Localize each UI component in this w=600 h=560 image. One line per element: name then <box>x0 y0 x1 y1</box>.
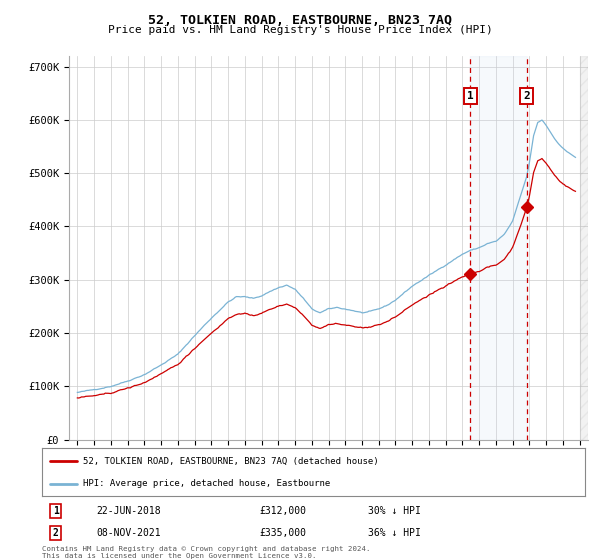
Text: 30% ↓ HPI: 30% ↓ HPI <box>368 506 421 516</box>
Text: 52, TOLKIEN ROAD, EASTBOURNE, BN23 7AQ: 52, TOLKIEN ROAD, EASTBOURNE, BN23 7AQ <box>148 14 452 27</box>
Text: Price paid vs. HM Land Registry's House Price Index (HPI): Price paid vs. HM Land Registry's House … <box>107 25 493 35</box>
Text: 52, TOLKIEN ROAD, EASTBOURNE, BN23 7AQ (detached house): 52, TOLKIEN ROAD, EASTBOURNE, BN23 7AQ (… <box>83 457 379 466</box>
Text: 36% ↓ HPI: 36% ↓ HPI <box>368 528 421 538</box>
Text: 2: 2 <box>524 91 530 101</box>
Text: £335,000: £335,000 <box>259 528 306 538</box>
Text: 1: 1 <box>467 91 473 101</box>
Text: 2: 2 <box>53 528 59 538</box>
Text: £312,000: £312,000 <box>259 506 306 516</box>
Bar <box>580 56 588 440</box>
Bar <box>470 56 527 440</box>
Text: HPI: Average price, detached house, Eastbourne: HPI: Average price, detached house, East… <box>83 479 330 488</box>
Text: 08-NOV-2021: 08-NOV-2021 <box>97 528 161 538</box>
Text: 22-JUN-2018: 22-JUN-2018 <box>97 506 161 516</box>
Text: Contains HM Land Registry data © Crown copyright and database right 2024.
This d: Contains HM Land Registry data © Crown c… <box>42 547 371 559</box>
Text: 1: 1 <box>53 506 59 516</box>
